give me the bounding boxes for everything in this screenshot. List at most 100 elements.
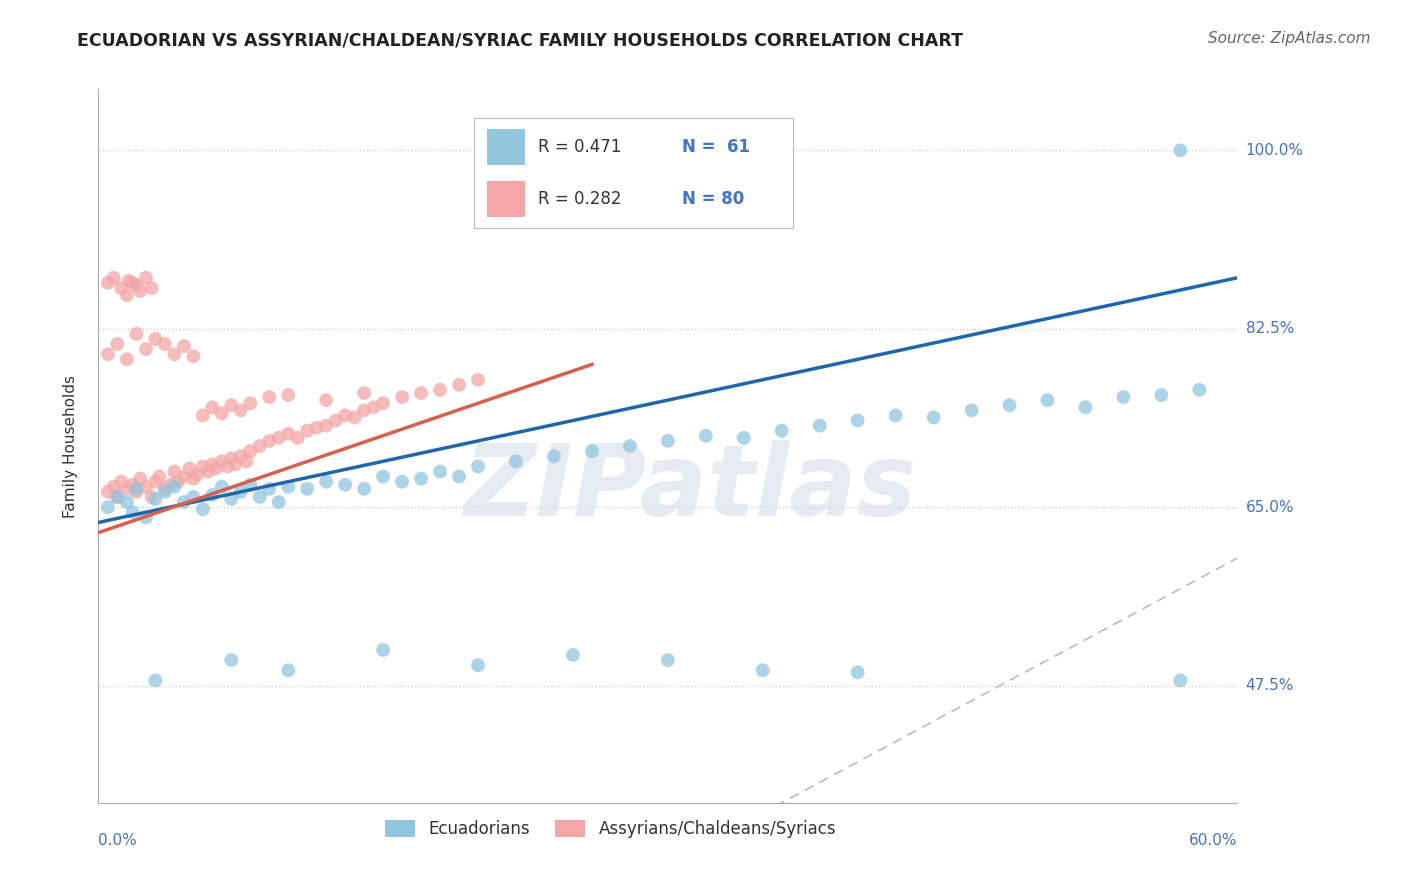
Point <box>922 410 945 425</box>
Point <box>103 270 125 285</box>
Point <box>562 648 585 662</box>
Point <box>221 398 243 412</box>
Point <box>239 477 262 491</box>
Point <box>335 409 357 423</box>
Point <box>221 653 243 667</box>
Point <box>297 424 319 438</box>
Point <box>179 461 201 475</box>
Point <box>581 444 603 458</box>
Point <box>315 475 337 489</box>
Point <box>259 482 281 496</box>
Text: 82.5%: 82.5% <box>1246 321 1294 336</box>
Point <box>211 406 233 420</box>
Point <box>846 413 869 427</box>
Point <box>125 484 148 499</box>
Point <box>167 475 190 489</box>
Point <box>371 469 394 483</box>
Point <box>183 472 205 486</box>
Point <box>371 396 394 410</box>
Point <box>235 454 257 468</box>
Point <box>217 459 239 474</box>
Point <box>998 398 1021 412</box>
Point <box>1188 383 1211 397</box>
Point <box>1036 393 1059 408</box>
Point <box>115 352 138 367</box>
Point <box>259 390 281 404</box>
Point <box>153 484 176 499</box>
Point <box>145 475 167 489</box>
Point <box>846 665 869 680</box>
Point <box>325 413 347 427</box>
Point <box>153 482 176 496</box>
Text: 65.0%: 65.0% <box>1246 500 1294 515</box>
Point <box>619 439 641 453</box>
Point <box>277 426 299 441</box>
Point <box>115 288 138 302</box>
Point <box>125 277 148 292</box>
Point <box>163 465 186 479</box>
Point <box>335 477 357 491</box>
Point <box>173 469 195 483</box>
Point <box>695 429 717 443</box>
Point <box>808 418 831 433</box>
Point <box>135 480 157 494</box>
Legend: Ecuadorians, Assyrians/Chaldeans/Syriacs: Ecuadorians, Assyrians/Chaldeans/Syriacs <box>378 813 844 845</box>
Point <box>183 490 205 504</box>
Point <box>960 403 983 417</box>
Point <box>224 458 246 472</box>
Point <box>229 403 252 417</box>
Point <box>277 480 299 494</box>
Point <box>121 276 143 290</box>
Point <box>229 449 252 463</box>
Point <box>371 643 394 657</box>
Point <box>186 467 208 482</box>
Point <box>221 451 243 466</box>
Point <box>467 373 489 387</box>
Point <box>229 484 252 499</box>
Point <box>115 495 138 509</box>
Point <box>141 490 163 504</box>
Point <box>315 418 337 433</box>
Point <box>411 386 433 401</box>
Text: 47.5%: 47.5% <box>1246 678 1294 693</box>
Point <box>449 377 471 392</box>
Point <box>135 270 157 285</box>
Point <box>305 420 328 434</box>
Point <box>141 281 163 295</box>
Point <box>239 396 262 410</box>
Text: Source: ZipAtlas.com: Source: ZipAtlas.com <box>1208 31 1371 46</box>
Point <box>505 454 527 468</box>
Point <box>733 431 755 445</box>
Point <box>239 444 262 458</box>
Point <box>353 403 375 417</box>
Point <box>249 490 271 504</box>
Point <box>411 472 433 486</box>
Point <box>201 401 224 415</box>
Point <box>205 461 228 475</box>
Point <box>107 490 129 504</box>
Point <box>153 337 176 351</box>
Point <box>110 281 132 295</box>
Point <box>145 491 167 506</box>
Point <box>197 465 219 479</box>
Point <box>97 484 120 499</box>
Point <box>1150 388 1173 402</box>
Point <box>249 439 271 453</box>
Point <box>191 459 214 474</box>
Point <box>191 409 214 423</box>
Text: 0.0%: 0.0% <box>98 833 138 848</box>
Point <box>211 454 233 468</box>
Point <box>148 469 170 483</box>
Point <box>770 424 793 438</box>
Point <box>145 332 167 346</box>
Point <box>657 653 679 667</box>
Point <box>201 458 224 472</box>
Point <box>107 490 129 504</box>
Point <box>103 480 125 494</box>
Point <box>297 482 319 496</box>
Point <box>267 495 290 509</box>
Point <box>125 482 148 496</box>
Point <box>145 673 167 688</box>
Point <box>115 482 138 496</box>
Point <box>1112 390 1135 404</box>
